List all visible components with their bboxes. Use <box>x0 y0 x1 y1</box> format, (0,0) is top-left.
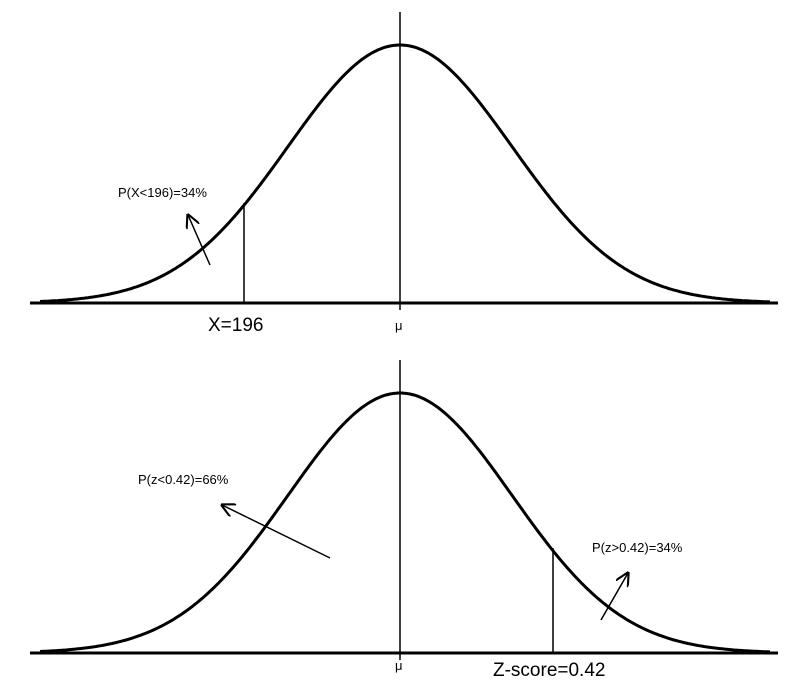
x-label: X=196 <box>208 315 263 336</box>
arrow <box>222 505 331 559</box>
mean-label: μ <box>395 318 403 333</box>
mean-label: μ <box>395 658 403 673</box>
annotation: P(X<196)=34% <box>118 185 207 200</box>
x-label: Z-score=0.42 <box>493 660 605 681</box>
normal-curve <box>39 43 771 304</box>
arrow <box>600 573 628 621</box>
annotation: P(z>0.42)=34% <box>592 540 683 555</box>
normal-curve <box>39 391 771 654</box>
arrow <box>188 215 211 266</box>
annotation: P(z<0.42)=66% <box>138 472 229 487</box>
